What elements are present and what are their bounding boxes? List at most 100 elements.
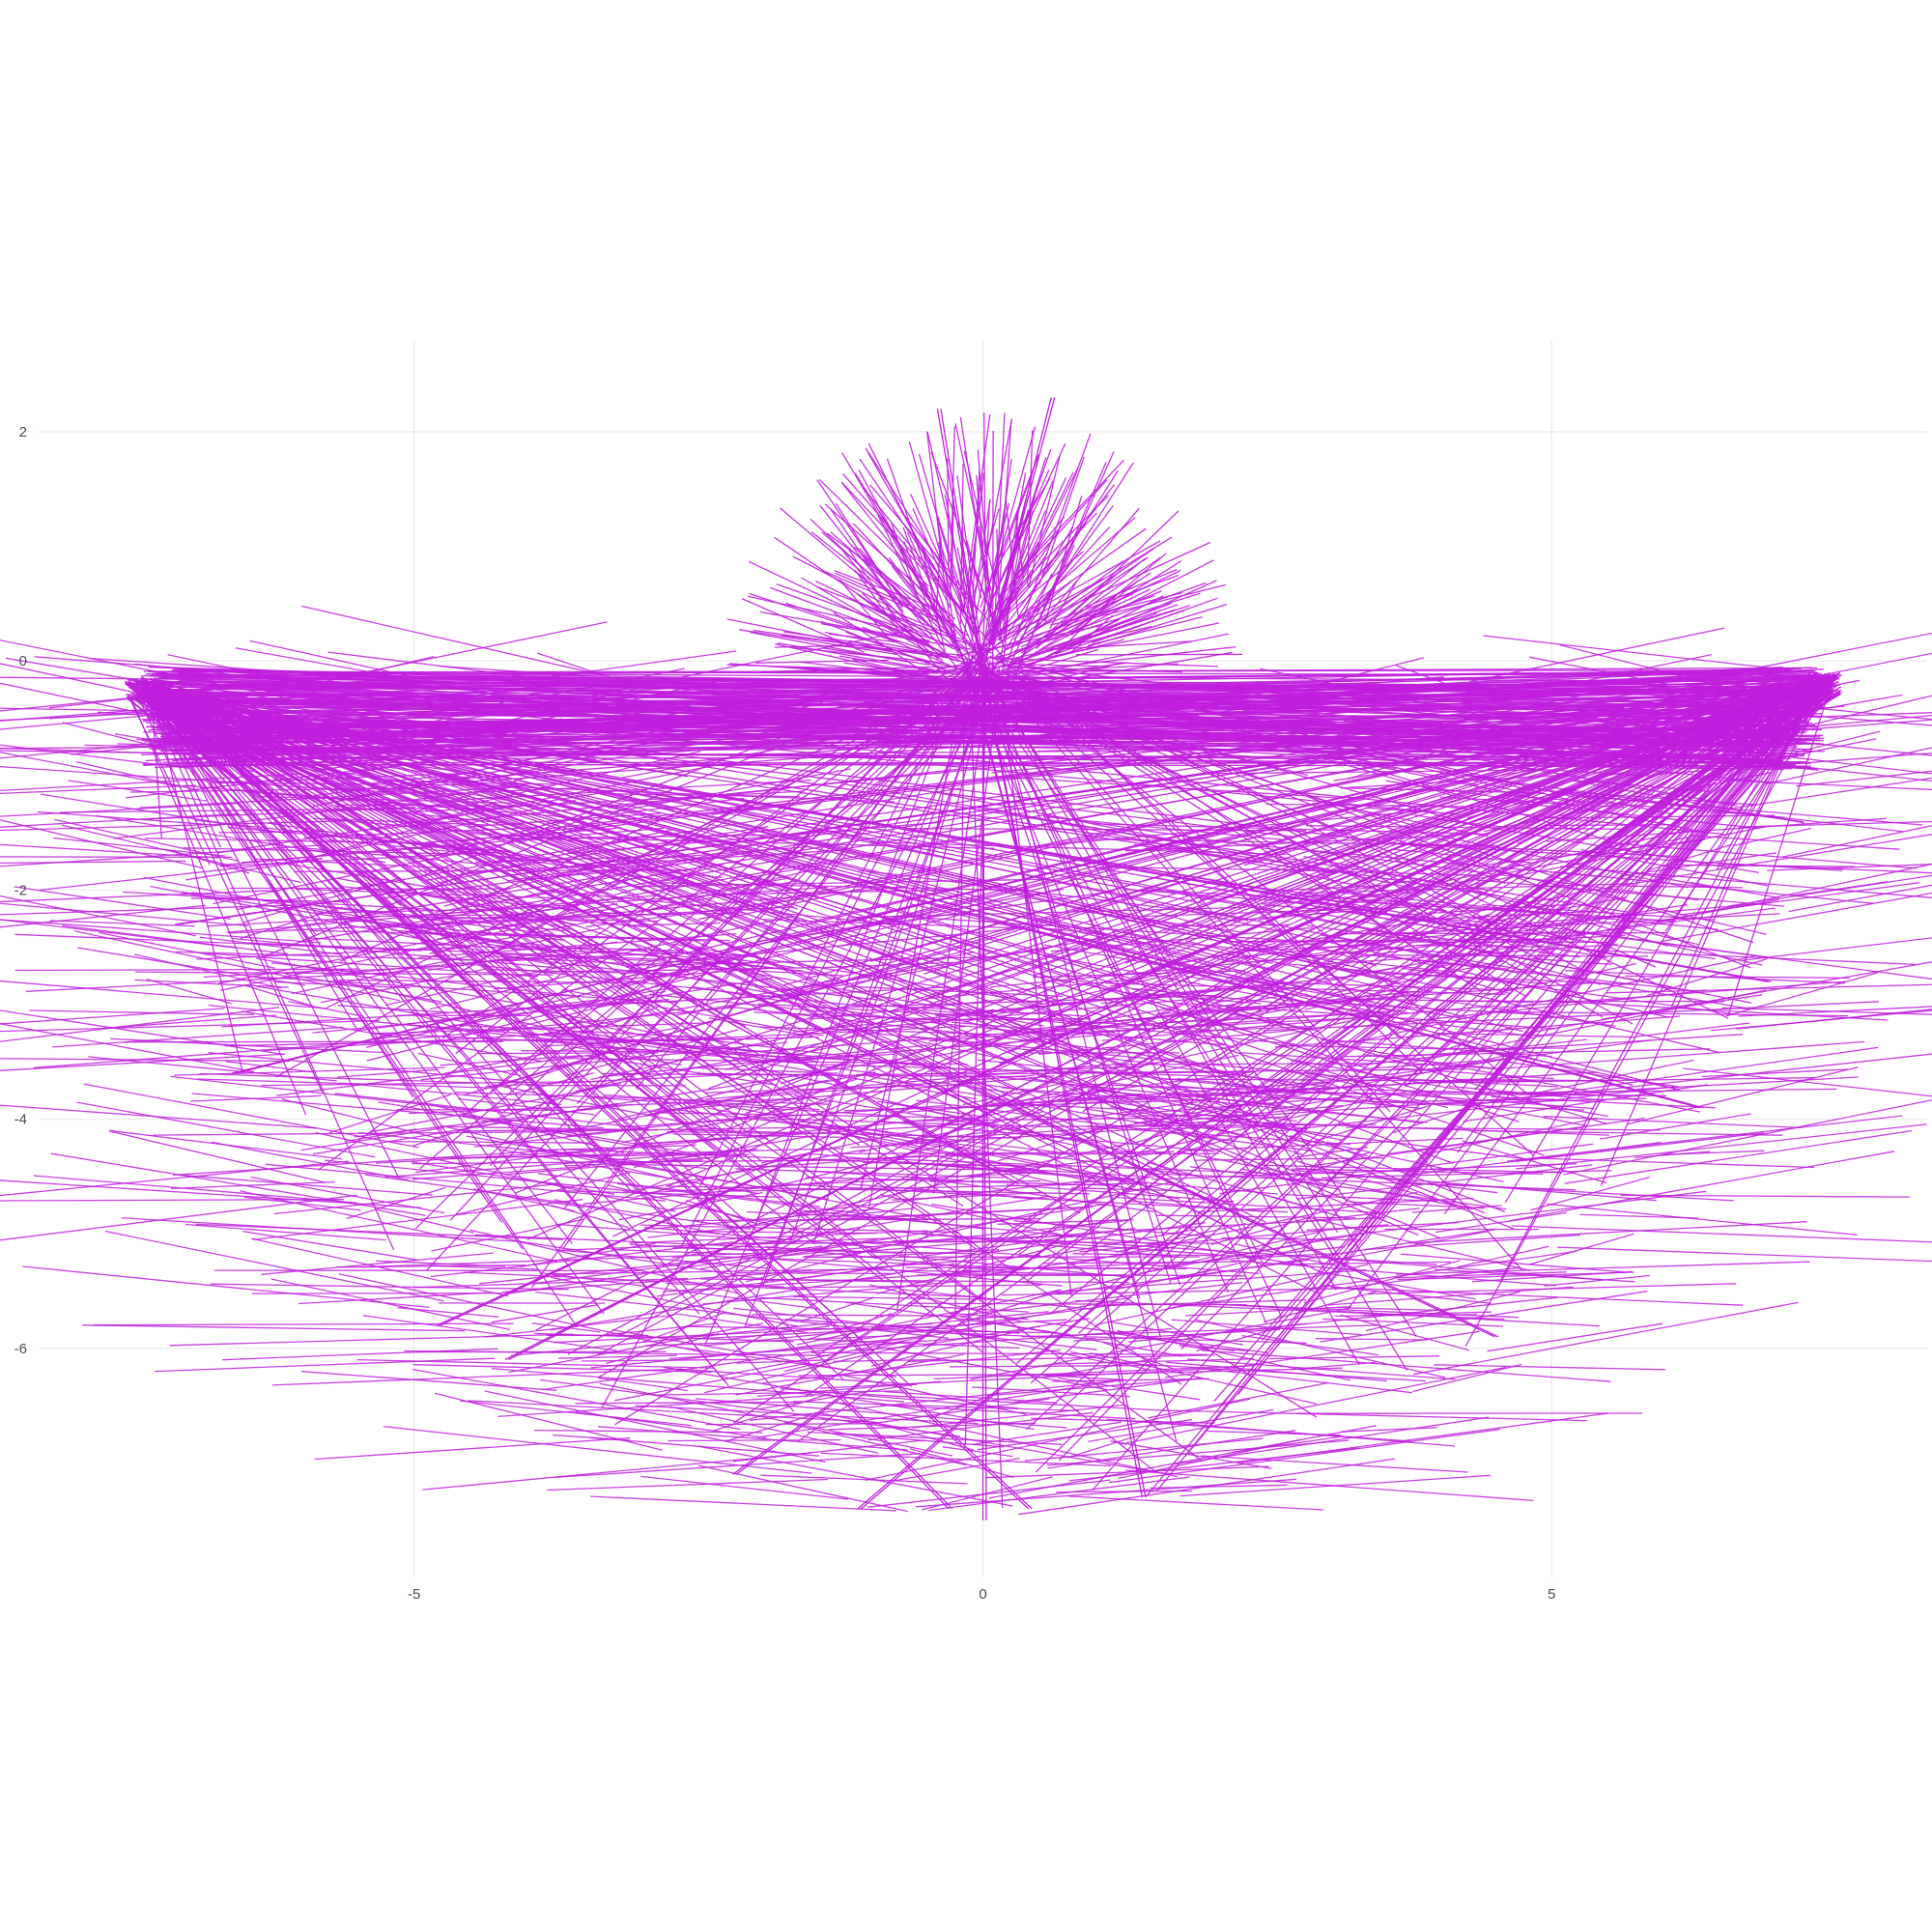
line-segment (33, 1175, 357, 1204)
line-segment (998, 496, 1028, 620)
line-segment (146, 978, 232, 1005)
line-segment (1000, 660, 1400, 1038)
line-segment (550, 1276, 799, 1327)
line-segment (981, 397, 1056, 670)
line-segment (0, 812, 239, 828)
line-segment (838, 579, 892, 641)
line-segment (1195, 1232, 1368, 1264)
line-segment (697, 1464, 908, 1513)
line-segment (998, 679, 1526, 997)
line-segment (142, 680, 1182, 1385)
line-segment (810, 518, 904, 607)
line-segment (0, 980, 328, 1009)
line-segment (1120, 1366, 1507, 1445)
line-segment (477, 1057, 910, 1127)
line-segment (1177, 1151, 1457, 1207)
line-segment (606, 1332, 720, 1365)
line-segment (1026, 430, 1034, 585)
line-segment (944, 494, 963, 589)
x-tick-label: -5 (408, 1586, 420, 1603)
line-segment (963, 450, 1006, 625)
line-segment (922, 1476, 1053, 1511)
line-segment (1166, 1093, 1585, 1111)
line-segment (40, 793, 286, 835)
line-segment (1804, 719, 1932, 730)
line-segment (127, 678, 502, 1223)
line-segment (550, 1263, 955, 1331)
line-segment (1056, 1259, 1309, 1295)
line-segment (566, 821, 942, 855)
line-segment (868, 661, 968, 1208)
line-segment (1041, 559, 1214, 650)
line-segment (544, 1032, 945, 1068)
line-segment (1336, 761, 1458, 798)
line-segment (1420, 1117, 1598, 1156)
line-segment (270, 1278, 511, 1331)
line-segment (0, 895, 197, 937)
line-segment (1394, 1271, 1567, 1279)
line-segment (455, 664, 972, 1055)
line-segment (1067, 1495, 1324, 1511)
line-segment (865, 1398, 1251, 1482)
line-segment (554, 1322, 933, 1344)
line-segment (144, 693, 573, 1244)
line-segment (140, 675, 1033, 1510)
line-segment (993, 680, 1657, 968)
line-segment (1066, 1433, 1143, 1459)
line-segment (1043, 451, 1115, 609)
line-segment (1574, 1053, 1932, 1094)
y-tick-label: -4 (14, 1112, 27, 1128)
line-segment (896, 684, 989, 1311)
line-segment (1434, 1364, 1665, 1371)
line-segment (0, 819, 203, 869)
line-segment (430, 1264, 539, 1270)
line-segment (654, 1112, 975, 1119)
line-segment (992, 686, 1508, 933)
line-segment (1034, 603, 1228, 664)
line-segment (674, 1313, 808, 1334)
line-segment (1600, 1113, 1751, 1140)
line-segment (489, 661, 977, 1167)
line-segment (346, 1186, 446, 1220)
line-segment (813, 672, 990, 1242)
line-segment (841, 452, 964, 658)
line-segment (589, 1436, 820, 1457)
line-segment (798, 1374, 1098, 1377)
line-segment (992, 687, 1339, 1234)
line-segment (1013, 592, 1201, 653)
line-segment (616, 681, 1834, 1338)
line-segment (961, 526, 966, 609)
line-segment (310, 929, 655, 940)
line-segment (147, 693, 605, 1315)
line-segment (1162, 1409, 1587, 1422)
line-segment (761, 669, 986, 1287)
line-segment (1058, 675, 1818, 1462)
line-segment (140, 683, 950, 1510)
line-segment (971, 418, 1013, 642)
line-segment (339, 677, 983, 962)
line-segment (915, 1478, 1297, 1508)
line-segment (985, 1070, 1255, 1106)
line-segment (143, 876, 522, 952)
line-segment (1620, 1194, 1911, 1198)
line-segment (1069, 1350, 1151, 1372)
line-segment (1326, 1286, 1574, 1306)
line-segment (590, 1096, 901, 1118)
line-segment (1203, 1368, 1412, 1394)
line-segment (0, 1023, 255, 1073)
line-segment (499, 767, 675, 811)
line-segment (169, 849, 250, 874)
line-segment (251, 1292, 503, 1294)
line-segment (419, 682, 1001, 1170)
line-segment (1347, 1266, 1521, 1289)
line-segment (474, 1127, 649, 1148)
line-segment (820, 1452, 1112, 1467)
line-segment (534, 1332, 794, 1343)
line-segment (869, 484, 979, 611)
line-segment (707, 1107, 1047, 1174)
line-segment (862, 1031, 1159, 1065)
line-segment (434, 819, 562, 857)
line-segment (699, 661, 973, 1186)
line-segment (0, 1019, 381, 1033)
line-segment (1483, 635, 1814, 674)
